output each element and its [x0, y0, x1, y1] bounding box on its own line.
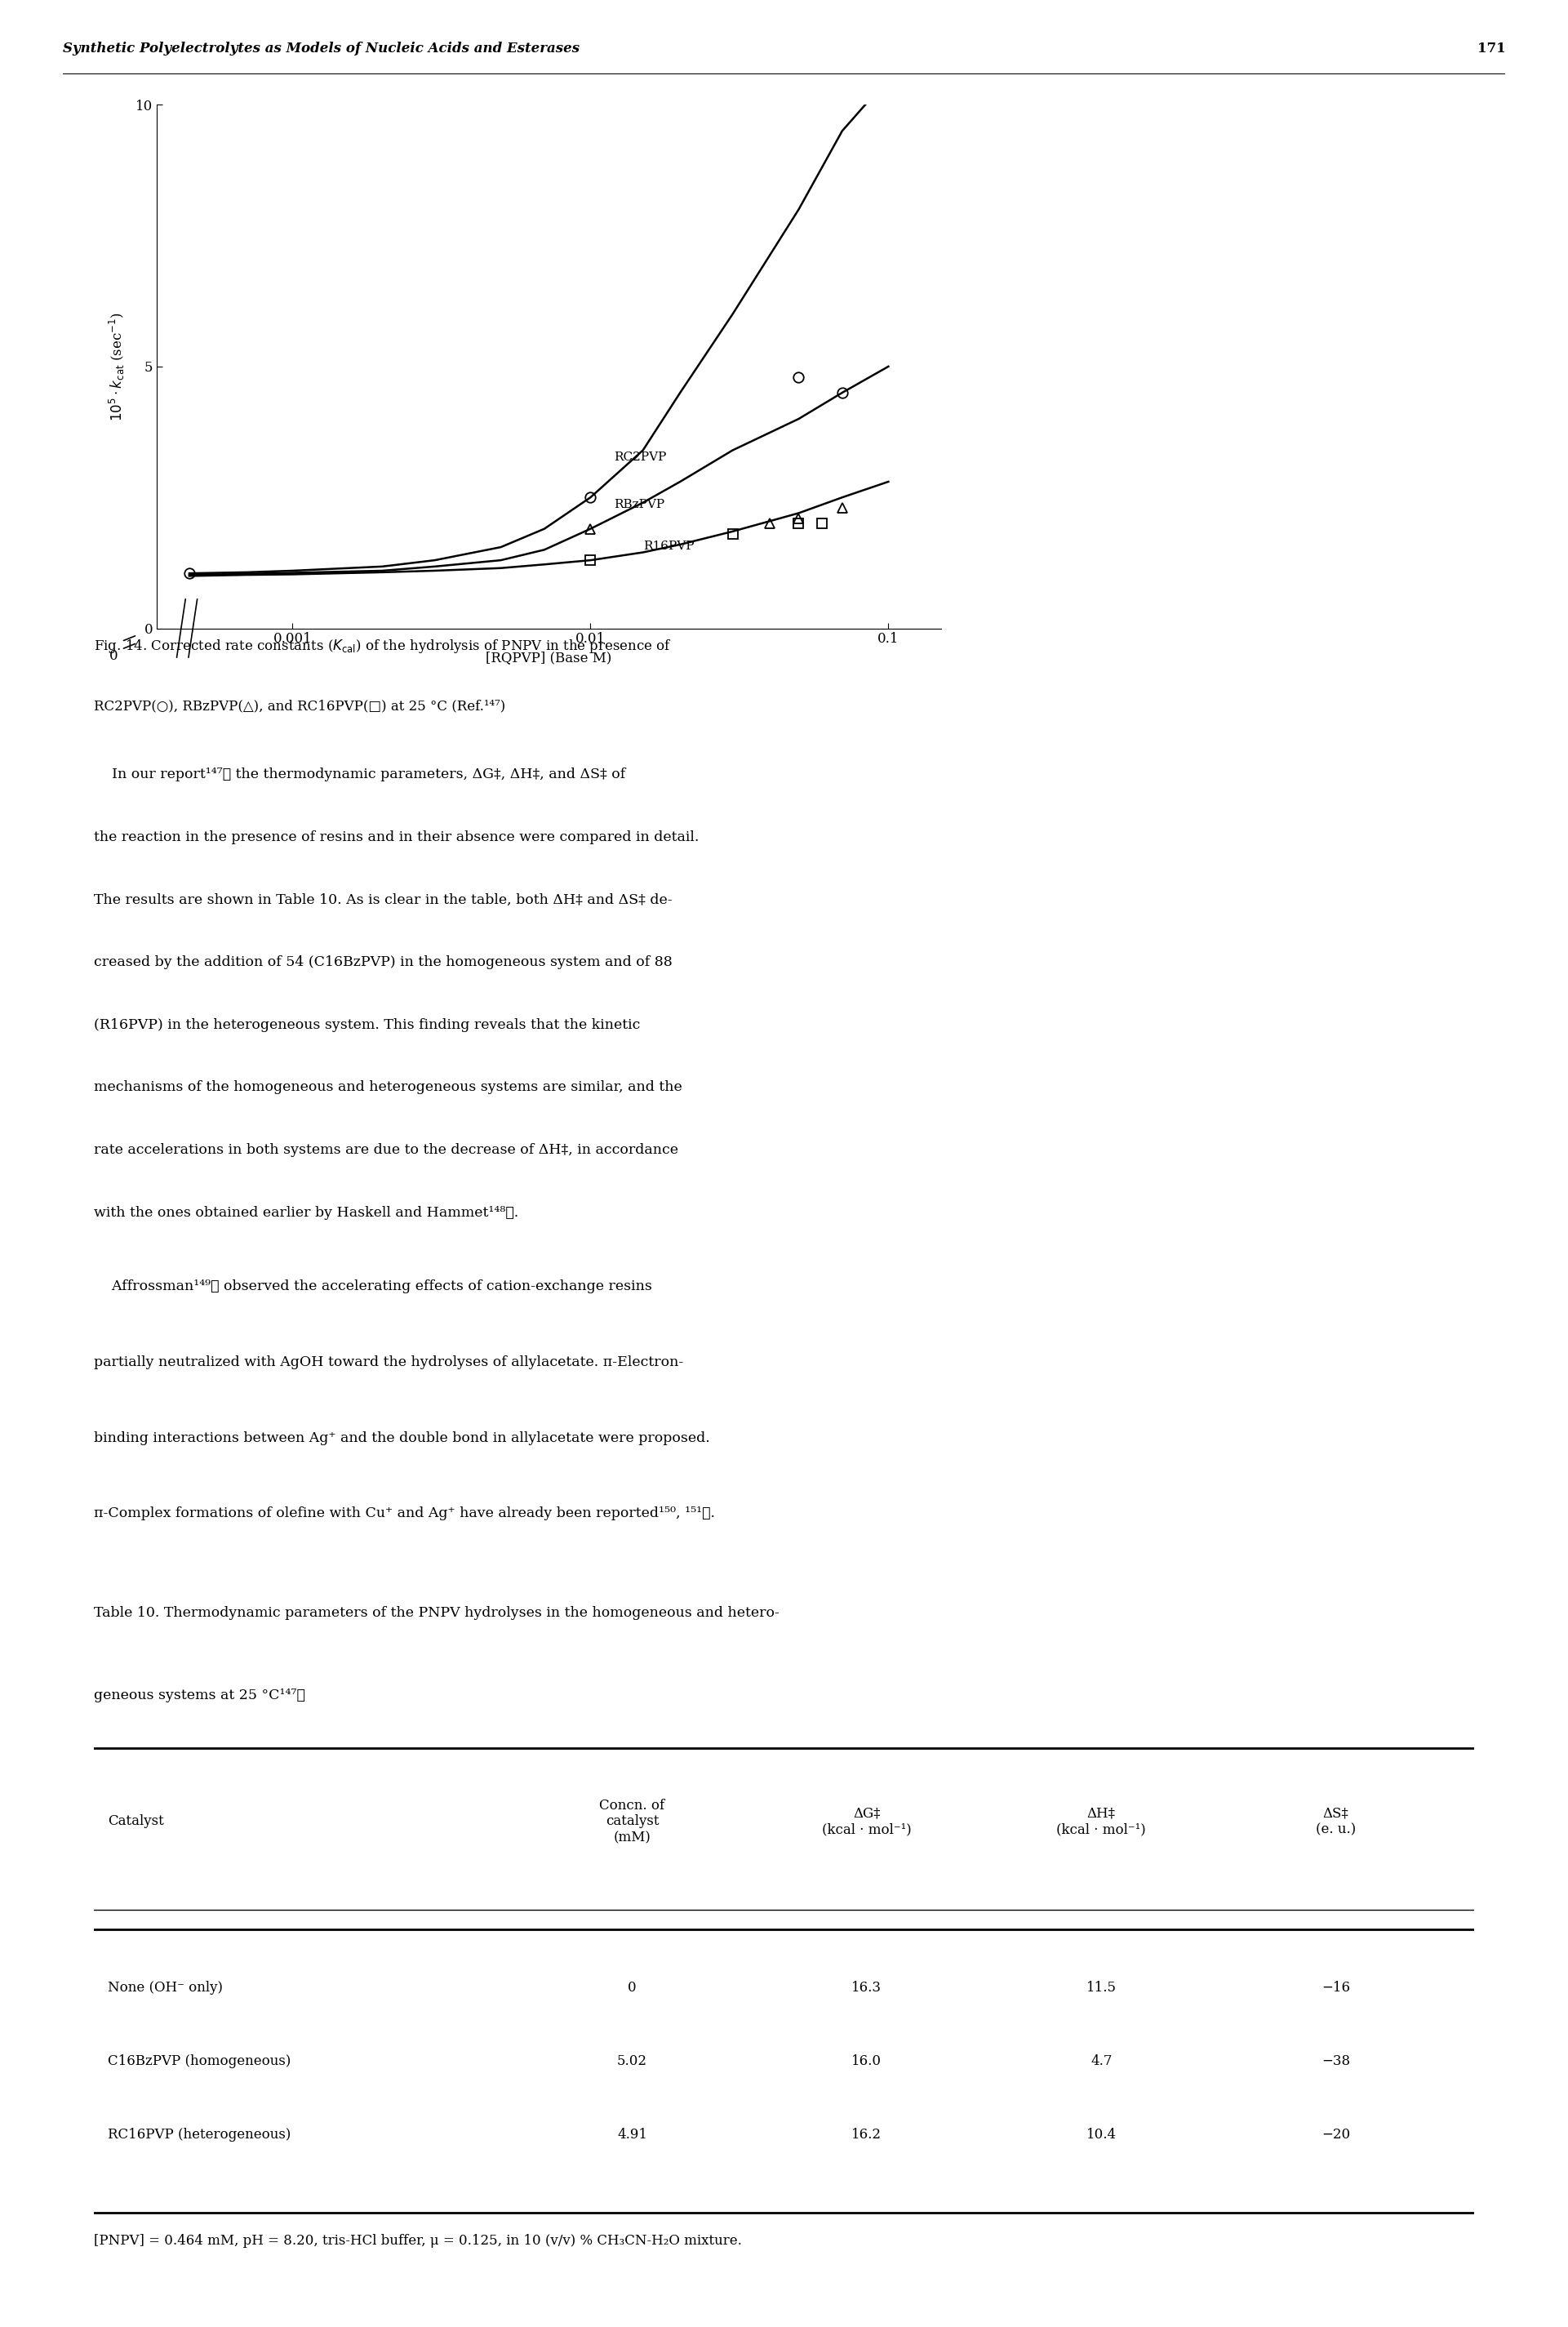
Text: 5.02: 5.02	[618, 2055, 648, 2069]
Text: geneous systems at 25 °C¹⁴⁷⧩: geneous systems at 25 °C¹⁴⁷⧩	[94, 1689, 306, 1703]
Text: R16PVP: R16PVP	[643, 540, 695, 551]
Text: Synthetic Polyelectrolytes as Models of Nucleic Acids and Esterases: Synthetic Polyelectrolytes as Models of …	[63, 42, 580, 56]
Text: RC2PVP: RC2PVP	[615, 451, 666, 463]
Text: The results are shown in Table 10. As is clear in the table, both ΔH‡ and ΔS‡ de: The results are shown in Table 10. As is…	[94, 894, 673, 908]
Text: Affrossman¹⁴⁹⧩ observed the accelerating effects of cation-exchange resins: Affrossman¹⁴⁹⧩ observed the accelerating…	[94, 1280, 652, 1294]
Text: ΔG‡
(kcal · mol⁻¹): ΔG‡ (kcal · mol⁻¹)	[822, 1806, 911, 1836]
Text: 10.4: 10.4	[1087, 2127, 1116, 2141]
Text: creased by the addition of 54 (C16BzPVP) in the homogeneous system and of 88: creased by the addition of 54 (C16BzPVP)…	[94, 956, 673, 970]
Text: 4.7: 4.7	[1091, 2055, 1112, 2069]
Text: RC2PVP(○), RBzPVP(△), and RC16PVP(□) at 25 °C (Ref.¹⁴⁷): RC2PVP(○), RBzPVP(△), and RC16PVP(□) at …	[94, 700, 505, 714]
Text: In our report¹⁴⁷⧩ the thermodynamic parameters, ΔG‡, ΔH‡, and ΔS‡ of: In our report¹⁴⁷⧩ the thermodynamic para…	[94, 768, 626, 782]
Text: with the ones obtained earlier by Haskell and Hammet¹⁴⁸⧩.: with the ones obtained earlier by Haskel…	[94, 1205, 519, 1219]
Text: −20: −20	[1322, 2127, 1350, 2141]
X-axis label: [RQPVP] (Base M): [RQPVP] (Base M)	[486, 652, 612, 666]
Text: binding interactions between Ag⁺ and the double bond in allylacetate were propos: binding interactions between Ag⁺ and the…	[94, 1431, 710, 1445]
Text: 0: 0	[110, 649, 118, 663]
Text: the reaction in the presence of resins and in their absence were compared in det: the reaction in the presence of resins a…	[94, 831, 699, 845]
Text: Fig. 14. Corrected rate constants ($K_{\rm cal}$) of the hydrolysis of PNPV in t: Fig. 14. Corrected rate constants ($K_{\…	[94, 638, 673, 654]
Text: rate accelerations in both systems are due to the decrease of ΔH‡, in accordance: rate accelerations in both systems are d…	[94, 1143, 679, 1157]
Text: C16BzPVP (homogeneous): C16BzPVP (homogeneous)	[108, 2055, 292, 2069]
Text: RBzPVP: RBzPVP	[615, 498, 665, 510]
Text: partially neutralized with AgOH toward the hydrolyses of allylacetate. π-Electro: partially neutralized with AgOH toward t…	[94, 1354, 684, 1368]
Text: 0: 0	[627, 1980, 637, 1994]
Text: 171: 171	[1477, 42, 1505, 56]
Text: −38: −38	[1322, 2055, 1350, 2069]
Text: π-Complex formations of olefine with Cu⁺ and Ag⁺ have already been reported¹⁵⁰, : π-Complex formations of olefine with Cu⁺…	[94, 1508, 715, 1520]
Text: −16: −16	[1322, 1980, 1350, 1994]
Text: None (OH⁻ only): None (OH⁻ only)	[108, 1980, 223, 1994]
Text: mechanisms of the homogeneous and heterogeneous systems are similar, and the: mechanisms of the homogeneous and hetero…	[94, 1080, 682, 1094]
Text: RC16PVP (heterogeneous): RC16PVP (heterogeneous)	[108, 2127, 292, 2141]
Text: 11.5: 11.5	[1087, 1980, 1116, 1994]
Text: [PNPV] = 0.464 mM, pH = 8.20, tris-HCl buffer, μ = 0.125, in 10 (v/v) % CH₃CN-H₂: [PNPV] = 0.464 mM, pH = 8.20, tris-HCl b…	[94, 2234, 742, 2248]
Text: 16.2: 16.2	[851, 2127, 881, 2141]
Text: 16.0: 16.0	[851, 2055, 881, 2069]
Text: Concn. of
catalyst
(mM): Concn. of catalyst (mM)	[599, 1799, 665, 1845]
Y-axis label: $10^5 \cdot k_{\rm cat}$ (sec$^{-1}$): $10^5 \cdot k_{\rm cat}$ (sec$^{-1}$)	[108, 312, 127, 421]
Text: Table 10. Thermodynamic parameters of the PNPV hydrolyses in the homogeneous and: Table 10. Thermodynamic parameters of th…	[94, 1606, 779, 1620]
Text: Catalyst: Catalyst	[108, 1815, 165, 1829]
Text: ΔS‡
(e. u.): ΔS‡ (e. u.)	[1316, 1806, 1356, 1836]
Text: (R16PVP) in the heterogeneous system. This finding reveals that the kinetic: (R16PVP) in the heterogeneous system. Th…	[94, 1019, 640, 1031]
Text: ΔH‡
(kcal · mol⁻¹): ΔH‡ (kcal · mol⁻¹)	[1057, 1806, 1146, 1836]
Text: 16.3: 16.3	[851, 1980, 881, 1994]
Text: 4.91: 4.91	[618, 2127, 648, 2141]
